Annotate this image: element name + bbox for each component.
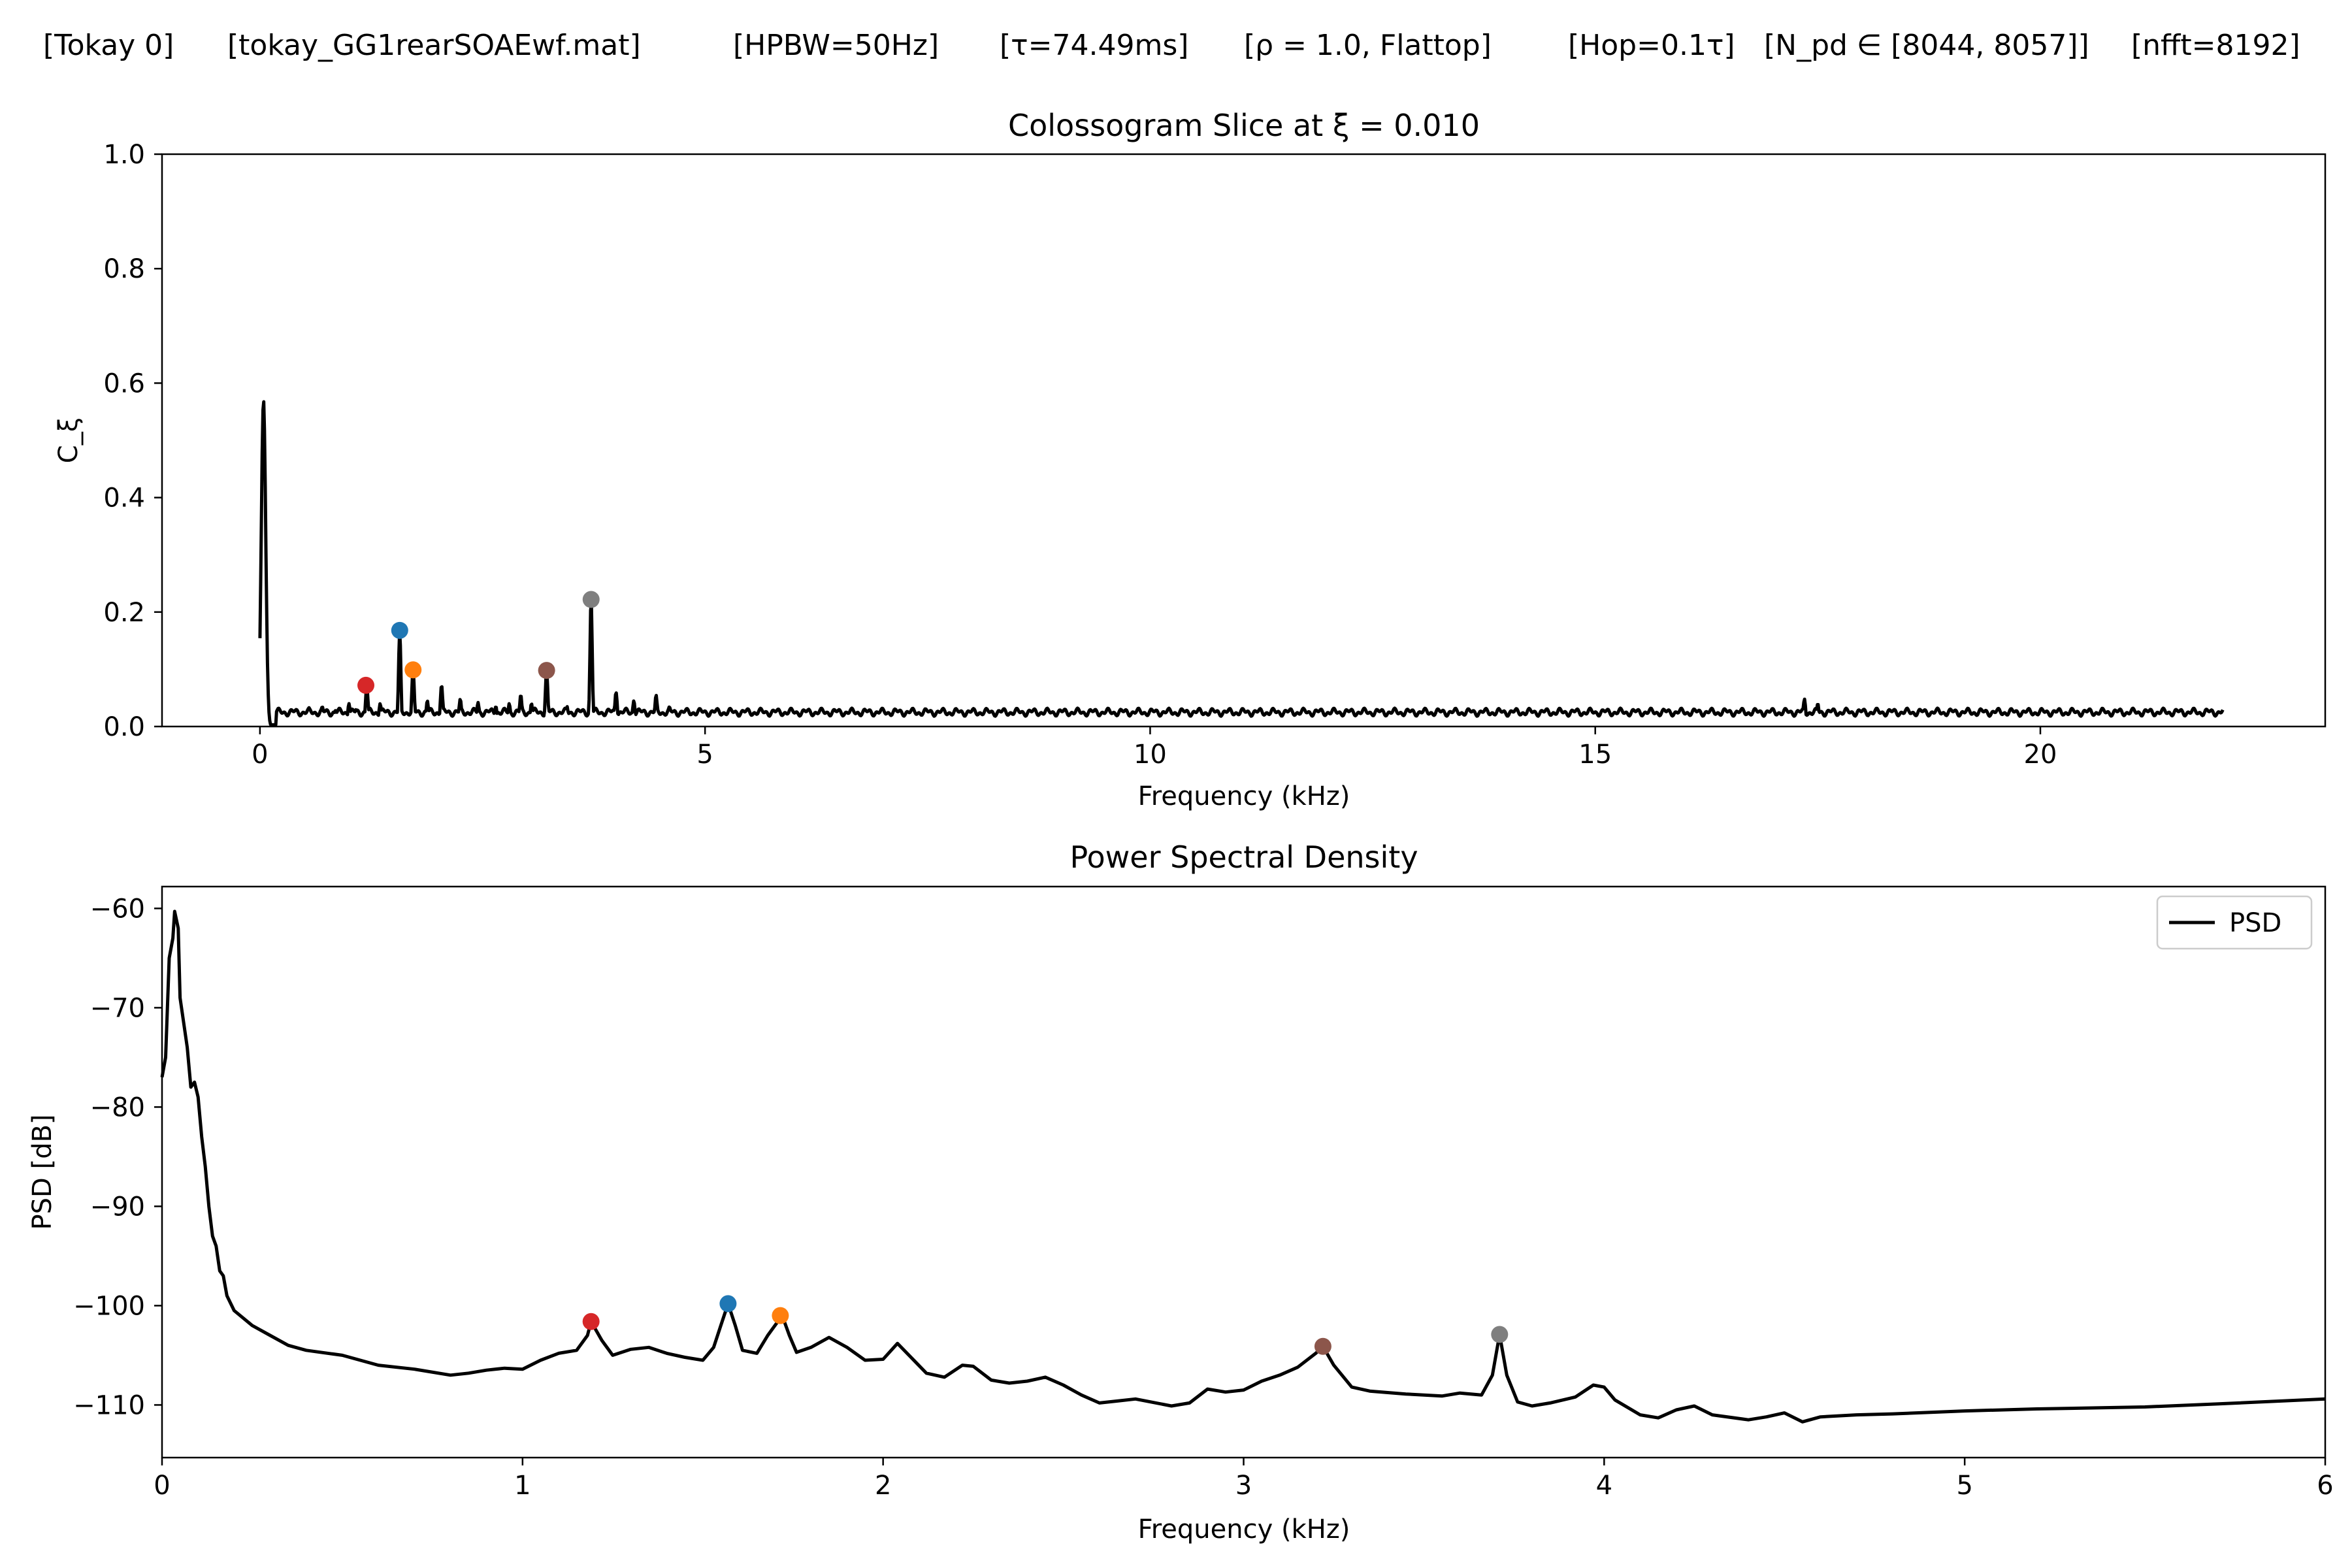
psd-y-axis-label: PSD [dB] (27, 1114, 57, 1230)
psd-axes-frame (161, 885, 2327, 1459)
colossogram-y-axis-label: C_ξ (54, 417, 84, 463)
header-hpbw: [HPBW=50Hz] (733, 29, 939, 62)
legend-psd-label: PSD (2229, 908, 2281, 938)
x-tick-label: 5 (696, 740, 713, 770)
header-rho: [ρ = 1.0, Flattop] (1244, 29, 1492, 62)
x-tick-label: 15 (1578, 740, 1612, 770)
y-tick-label: −80 (90, 1092, 145, 1122)
peak-marker-3 (538, 662, 555, 679)
y-tick-label: 0.6 (103, 368, 145, 399)
peak-marker-0 (582, 1313, 600, 1330)
y-tick-label: −90 (90, 1192, 145, 1222)
y-tick-label: 0.4 (103, 483, 145, 514)
psd-x-axis-label: Frequency (kHz) (1138, 1514, 1350, 1544)
colossogram-x-axis-label: Frequency (kHz) (1138, 781, 1350, 811)
y-tick-label: 0.8 (103, 254, 145, 284)
colossogram-title: Colossogram Slice at ξ = 0.010 (1008, 108, 1480, 143)
figure-header: [Tokay 0] [tokay_GG1rearSOAEwf.mat] [HPB… (43, 29, 2300, 62)
y-tick-label: −110 (73, 1390, 145, 1420)
peak-marker-2 (404, 661, 422, 679)
peak-marker-1 (719, 1295, 737, 1313)
header-tau: [τ=74.49ms] (1000, 29, 1188, 62)
coherence-series-line (258, 400, 2225, 727)
y-tick-label: 0.0 (103, 712, 145, 742)
y-tick-label: −70 (90, 993, 145, 1023)
y-tick-label: 1.0 (103, 140, 145, 170)
y-tick-label: 0.2 (103, 598, 145, 628)
peak-marker-2 (772, 1307, 789, 1324)
peak-marker-4 (582, 591, 600, 608)
peak-marker-1 (391, 621, 408, 639)
peak-marker-4 (1491, 1326, 1509, 1343)
x-tick-label: 5 (1956, 1471, 1972, 1501)
x-tick-label: 20 (2024, 740, 2057, 770)
x-tick-label: 0 (154, 1471, 170, 1501)
peak-marker-3 (1314, 1337, 1331, 1355)
colossogram-axes-frame (161, 153, 2327, 728)
legend-frame (2156, 895, 2313, 950)
x-tick-label: 3 (1235, 1471, 1252, 1501)
x-tick-label: 10 (1134, 740, 1167, 770)
x-tick-label: 1 (514, 1471, 531, 1501)
y-tick-label: −100 (73, 1291, 145, 1321)
psd-panel: Power Spectral Density 0 1 2 3 4 5 6 −110 −100 −9… (27, 840, 2334, 1544)
header-file: [tokay_GG1rearSOAEwf.mat] (227, 29, 641, 62)
header-hop: [Hop=0.1τ] (1568, 29, 1735, 62)
psd-title: Power Spectral Density (1070, 840, 1418, 875)
x-tick-label: 4 (1596, 1471, 1612, 1501)
colossogram-panel: Colossogram Slice at ξ = 0.010 0 5 10 15 20 0… (54, 108, 2327, 811)
x-tick-label: 2 (875, 1471, 891, 1501)
psd-legend: PSD (2156, 895, 2313, 950)
header-nfft: [nfft=8192] (2131, 29, 2300, 62)
y-tick-label: −60 (90, 894, 145, 924)
header-npd: [N_pd ∈ [8044, 8057]] (1764, 29, 2089, 62)
x-tick-label: 6 (2317, 1471, 2333, 1501)
psd-series-line (160, 909, 2326, 1424)
peak-marker-0 (357, 676, 375, 694)
x-tick-label: 0 (252, 740, 268, 770)
header-tokay: [Tokay 0] (43, 29, 174, 62)
